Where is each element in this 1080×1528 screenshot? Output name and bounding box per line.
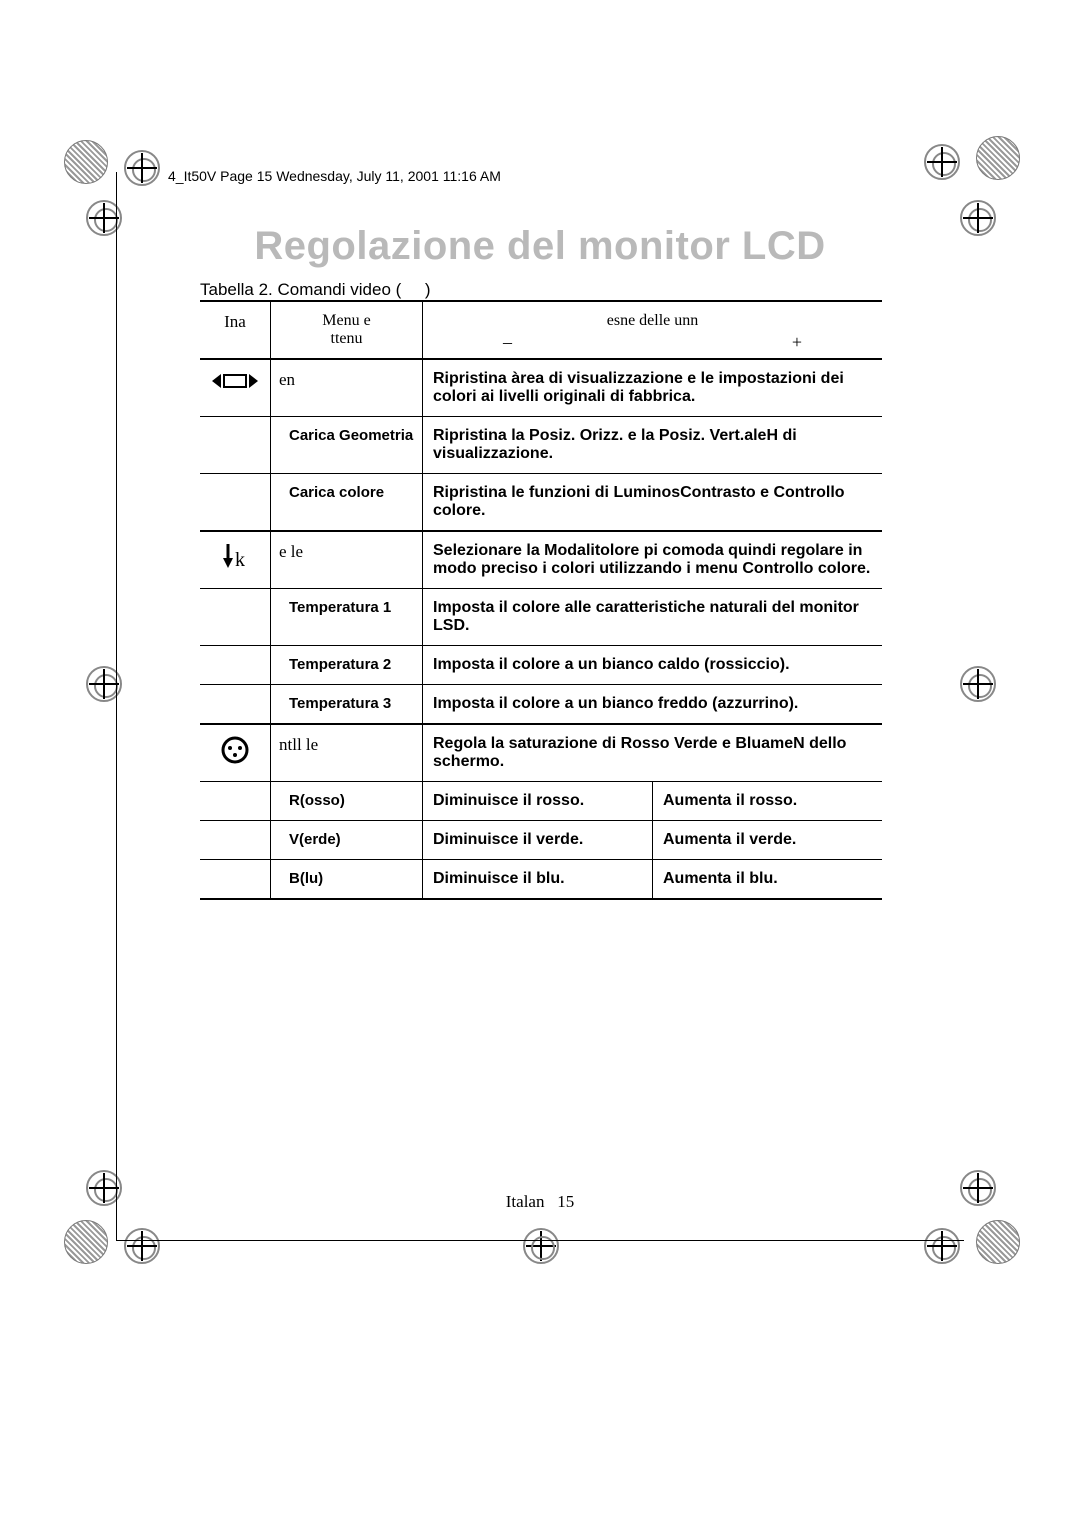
table-caption: Tabella 2. Comandi video ( ) — [200, 280, 431, 300]
frame-line — [116, 172, 117, 1240]
registration-cross — [927, 1231, 957, 1261]
table-row: Carica Geometria Ripristina la Posiz. Or… — [200, 417, 882, 474]
color-mode-icon: k — [200, 532, 270, 588]
page-footer: Italan 15 — [0, 1192, 1080, 1212]
menu-description: Selezionare la Modalitolore pi comoda qu… — [422, 532, 882, 588]
menu-description: Ripristina àrea di visualizzazione e le … — [422, 360, 882, 416]
rgb-control-icon — [200, 725, 270, 781]
menu-description: Ripristina la Posiz. Orizz. e la Posiz. … — [422, 417, 882, 473]
table-header-icon-col: Ina — [200, 302, 270, 358]
table-header-menu-col: Menu e ttenu — [270, 302, 422, 358]
registration-cross — [927, 147, 957, 177]
menu-description-split: Diminuisce il blu. Aumenta il blu. — [422, 860, 882, 898]
footer-language: Italan — [506, 1192, 545, 1211]
menu-main-label: e le — [270, 532, 422, 588]
table-row: R(osso) Diminuisce il rosso. Aumenta il … — [200, 782, 882, 821]
effect-plus: Aumenta il verde. — [652, 821, 882, 859]
effect-minus: Diminuisce il blu. — [423, 860, 652, 898]
table-caption-suffix: ) — [425, 280, 431, 299]
effect-minus: Diminuisce il rosso. — [423, 782, 652, 820]
menu-description: Imposta il colore a un bianco caldo (ros… — [422, 646, 882, 684]
page: 4_It50V Page 15 Wednesday, July 11, 2001… — [0, 0, 1080, 1528]
video-commands-table: Ina Menu e ttenu esne delle unn – + en R… — [200, 300, 882, 900]
icon-empty — [200, 589, 270, 645]
header-plus: + — [792, 332, 802, 353]
menu-description-split: Diminuisce il verde. Aumenta il verde. — [422, 821, 882, 859]
header-menu-line1: Menu e — [322, 312, 370, 329]
svg-text:k: k — [235, 549, 245, 571]
effect-minus: Diminuisce il verde. — [423, 821, 652, 859]
registration-mark — [976, 1220, 1020, 1264]
page-title: Regolazione del monitor LCD — [0, 224, 1080, 269]
table-row: B(lu) Diminuisce il blu. Aumenta il blu. — [200, 860, 882, 900]
menu-sub-label: Carica Geometria — [270, 417, 422, 473]
icon-empty — [200, 417, 270, 473]
menu-sub-label: Temperatura 3 — [270, 685, 422, 723]
table-row: Temperatura 1 Imposta il colore alle car… — [200, 589, 882, 646]
icon-empty — [200, 860, 270, 898]
menu-sub-label: B(lu) — [270, 860, 422, 898]
effect-plus: Aumenta il rosso. — [652, 782, 882, 820]
table-row: Temperatura 3 Imposta il colore a un bia… — [200, 685, 882, 725]
table-row: k e le Selezionare la Modalitolore pi co… — [200, 532, 882, 589]
icon-empty — [200, 646, 270, 684]
icon-empty — [200, 474, 270, 530]
table-header-row: Ina Menu e ttenu esne delle unn – + — [200, 300, 882, 360]
print-header-filename: 4_It50V Page 15 Wednesday, July 11, 2001… — [168, 168, 501, 184]
menu-description: Imposta il colore alle caratteristiche n… — [422, 589, 882, 645]
table-header-desc-col: esne delle unn – + — [422, 302, 882, 358]
menu-description: Imposta il colore a un bianco freddo (az… — [422, 685, 882, 723]
registration-cross — [89, 669, 119, 699]
table-caption-prefix: Tabella 2. Comandi video ( — [200, 280, 401, 299]
table-row: en Ripristina àrea di visualizzazione e … — [200, 360, 882, 417]
header-desc-text: esne delle unn — [607, 312, 699, 329]
frame-line — [116, 1240, 964, 1241]
registration-mark — [976, 136, 1020, 180]
header-minus: – — [503, 332, 512, 353]
reset-size-icon — [200, 360, 270, 416]
menu-main-label: en — [270, 360, 422, 416]
menu-description-split: Diminuisce il rosso. Aumenta il rosso. — [422, 782, 882, 820]
icon-empty — [200, 685, 270, 723]
footer-page-number: 15 — [557, 1192, 574, 1211]
registration-mark — [64, 140, 108, 184]
menu-description: Ripristina le funzioni di LuminosContras… — [422, 474, 882, 530]
menu-sub-label: Temperatura 1 — [270, 589, 422, 645]
table-row: Carica colore Ripristina le funzioni di … — [200, 474, 882, 532]
menu-sub-label: Temperatura 2 — [270, 646, 422, 684]
menu-description: Regola la saturazione di Rosso Verde e B… — [422, 725, 882, 781]
menu-sub-label: Carica colore — [270, 474, 422, 530]
table-row: V(erde) Diminuisce il verde. Aumenta il … — [200, 821, 882, 860]
menu-sub-label: R(osso) — [270, 782, 422, 820]
table-row: ntll le Regola la saturazione di Rosso V… — [200, 725, 882, 782]
icon-empty — [200, 782, 270, 820]
header-menu-line2: ttenu — [331, 330, 363, 347]
registration-mark — [64, 1220, 108, 1264]
registration-cross — [963, 669, 993, 699]
registration-cross — [127, 153, 157, 183]
icon-empty — [200, 821, 270, 859]
table-row: Temperatura 2 Imposta il colore a un bia… — [200, 646, 882, 685]
menu-sub-label: V(erde) — [270, 821, 422, 859]
menu-main-label: ntll le — [270, 725, 422, 781]
effect-plus: Aumenta il blu. — [652, 860, 882, 898]
registration-cross — [127, 1231, 157, 1261]
registration-ring — [523, 1228, 559, 1264]
